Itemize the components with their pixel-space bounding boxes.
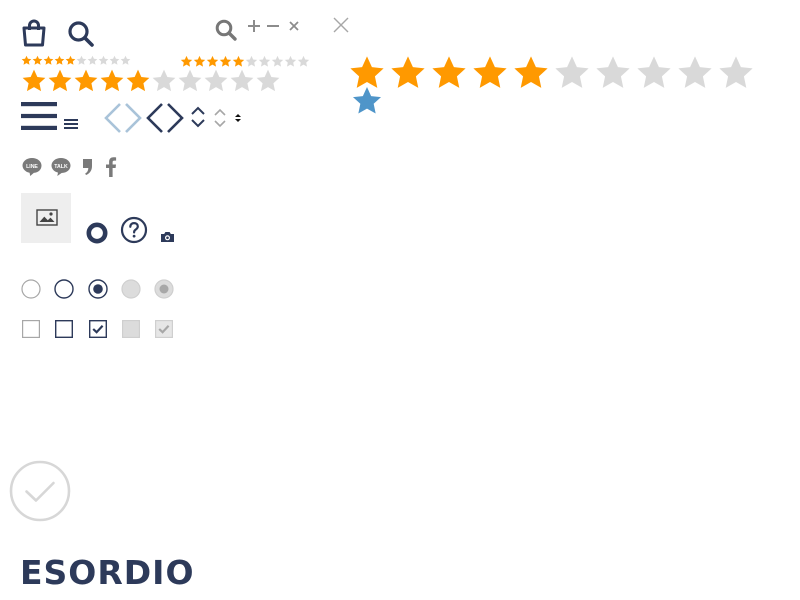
star-empty-icon [555,56,589,88]
rating-stars-large [348,54,758,92]
checkbox-disabled-checked [155,320,173,338]
radio-disabled-checked [154,279,174,299]
star-empty-icon [258,55,271,67]
record-icon[interactable] [86,222,108,244]
star-filled-icon [100,69,124,92]
sort-updown-icon[interactable] [190,105,206,129]
checkbox-unchecked-dark[interactable] [55,320,73,338]
camera-icon[interactable] [160,231,175,243]
close-icon-small[interactable] [288,20,300,32]
star-empty-icon [120,55,131,65]
rating-stars-medium [21,68,281,94]
star-filled-icon [432,56,466,88]
star-filled-icon [473,56,507,88]
star-empty-icon [256,69,280,92]
star-empty-icon [637,56,671,88]
star-empty-icon [152,69,176,92]
star-filled-icon [126,69,150,92]
sort-updown-icon-small[interactable] [233,112,243,124]
line-chat-icon[interactable]: LINE [21,156,43,178]
kakao-talk-icon[interactable]: TALK [50,156,72,178]
star-filled-icon [232,55,245,67]
star-empty-icon [678,56,712,88]
star-filled-icon [65,55,76,65]
star-filled-icon [350,56,384,88]
image-icon [36,209,58,226]
checkbox-unchecked[interactable] [22,320,40,338]
chevron-left-right-icon[interactable] [145,102,185,134]
kakao-talk-label: TALK [54,164,68,170]
close-icon[interactable] [332,16,350,34]
star-empty-icon [297,55,310,67]
star-empty-icon [178,69,202,92]
star-filled-icon [391,56,425,88]
quote-icon[interactable] [82,158,94,176]
checkbox-disabled [122,320,140,338]
hamburger-menu-icon-small[interactable] [64,119,78,129]
star-empty-icon [98,55,109,65]
star-filled-icon [48,69,72,92]
star-empty-icon [245,55,258,67]
star-filled-icon [206,55,219,67]
star-empty-icon [204,69,228,92]
radio-disabled [121,279,141,299]
star-filled-icon [180,55,193,67]
rating-stars-small-b [180,55,310,68]
shopping-bag-icon[interactable] [21,19,47,47]
star-filled-icon [43,55,54,65]
search-icon-gray[interactable] [214,18,238,42]
question-circle-icon[interactable] [120,216,148,244]
plus-icon[interactable] [247,19,261,33]
star-empty-icon [230,69,254,92]
star-filled-icon [54,55,65,65]
star-filled-icon [74,69,98,92]
star-empty-icon [76,55,87,65]
star-filled-icon [219,55,232,67]
star-empty-icon [284,55,297,67]
star-filled-icon [21,55,32,65]
brand-logo: ESORDIO [20,553,195,592]
chevron-left-right-icon-light[interactable] [103,102,143,134]
radio-checked[interactable] [88,279,108,299]
star-filled-icon [514,56,548,88]
star-empty-icon [596,56,630,88]
star-empty-icon [271,55,284,67]
star-filled-icon [22,69,46,92]
star-empty-icon [719,56,753,88]
image-placeholder [21,193,71,243]
star-empty-icon [109,55,120,65]
line-chat-label: LINE [26,164,38,170]
star-empty-icon [87,55,98,65]
check-circle-icon [9,460,71,522]
minus-icon[interactable] [266,19,280,33]
star-blue-icon[interactable] [350,85,384,117]
star-filled-icon [193,55,206,67]
star-filled-icon [32,55,43,65]
radio-unchecked[interactable] [21,279,41,299]
search-icon[interactable] [67,20,95,48]
hamburger-menu-icon[interactable] [21,102,57,130]
facebook-icon[interactable] [105,157,117,177]
radio-unchecked-dark[interactable] [54,279,74,299]
sort-updown-icon-light[interactable] [213,108,227,128]
checkbox-checked[interactable] [89,320,107,338]
rating-stars-small-a [21,55,131,66]
